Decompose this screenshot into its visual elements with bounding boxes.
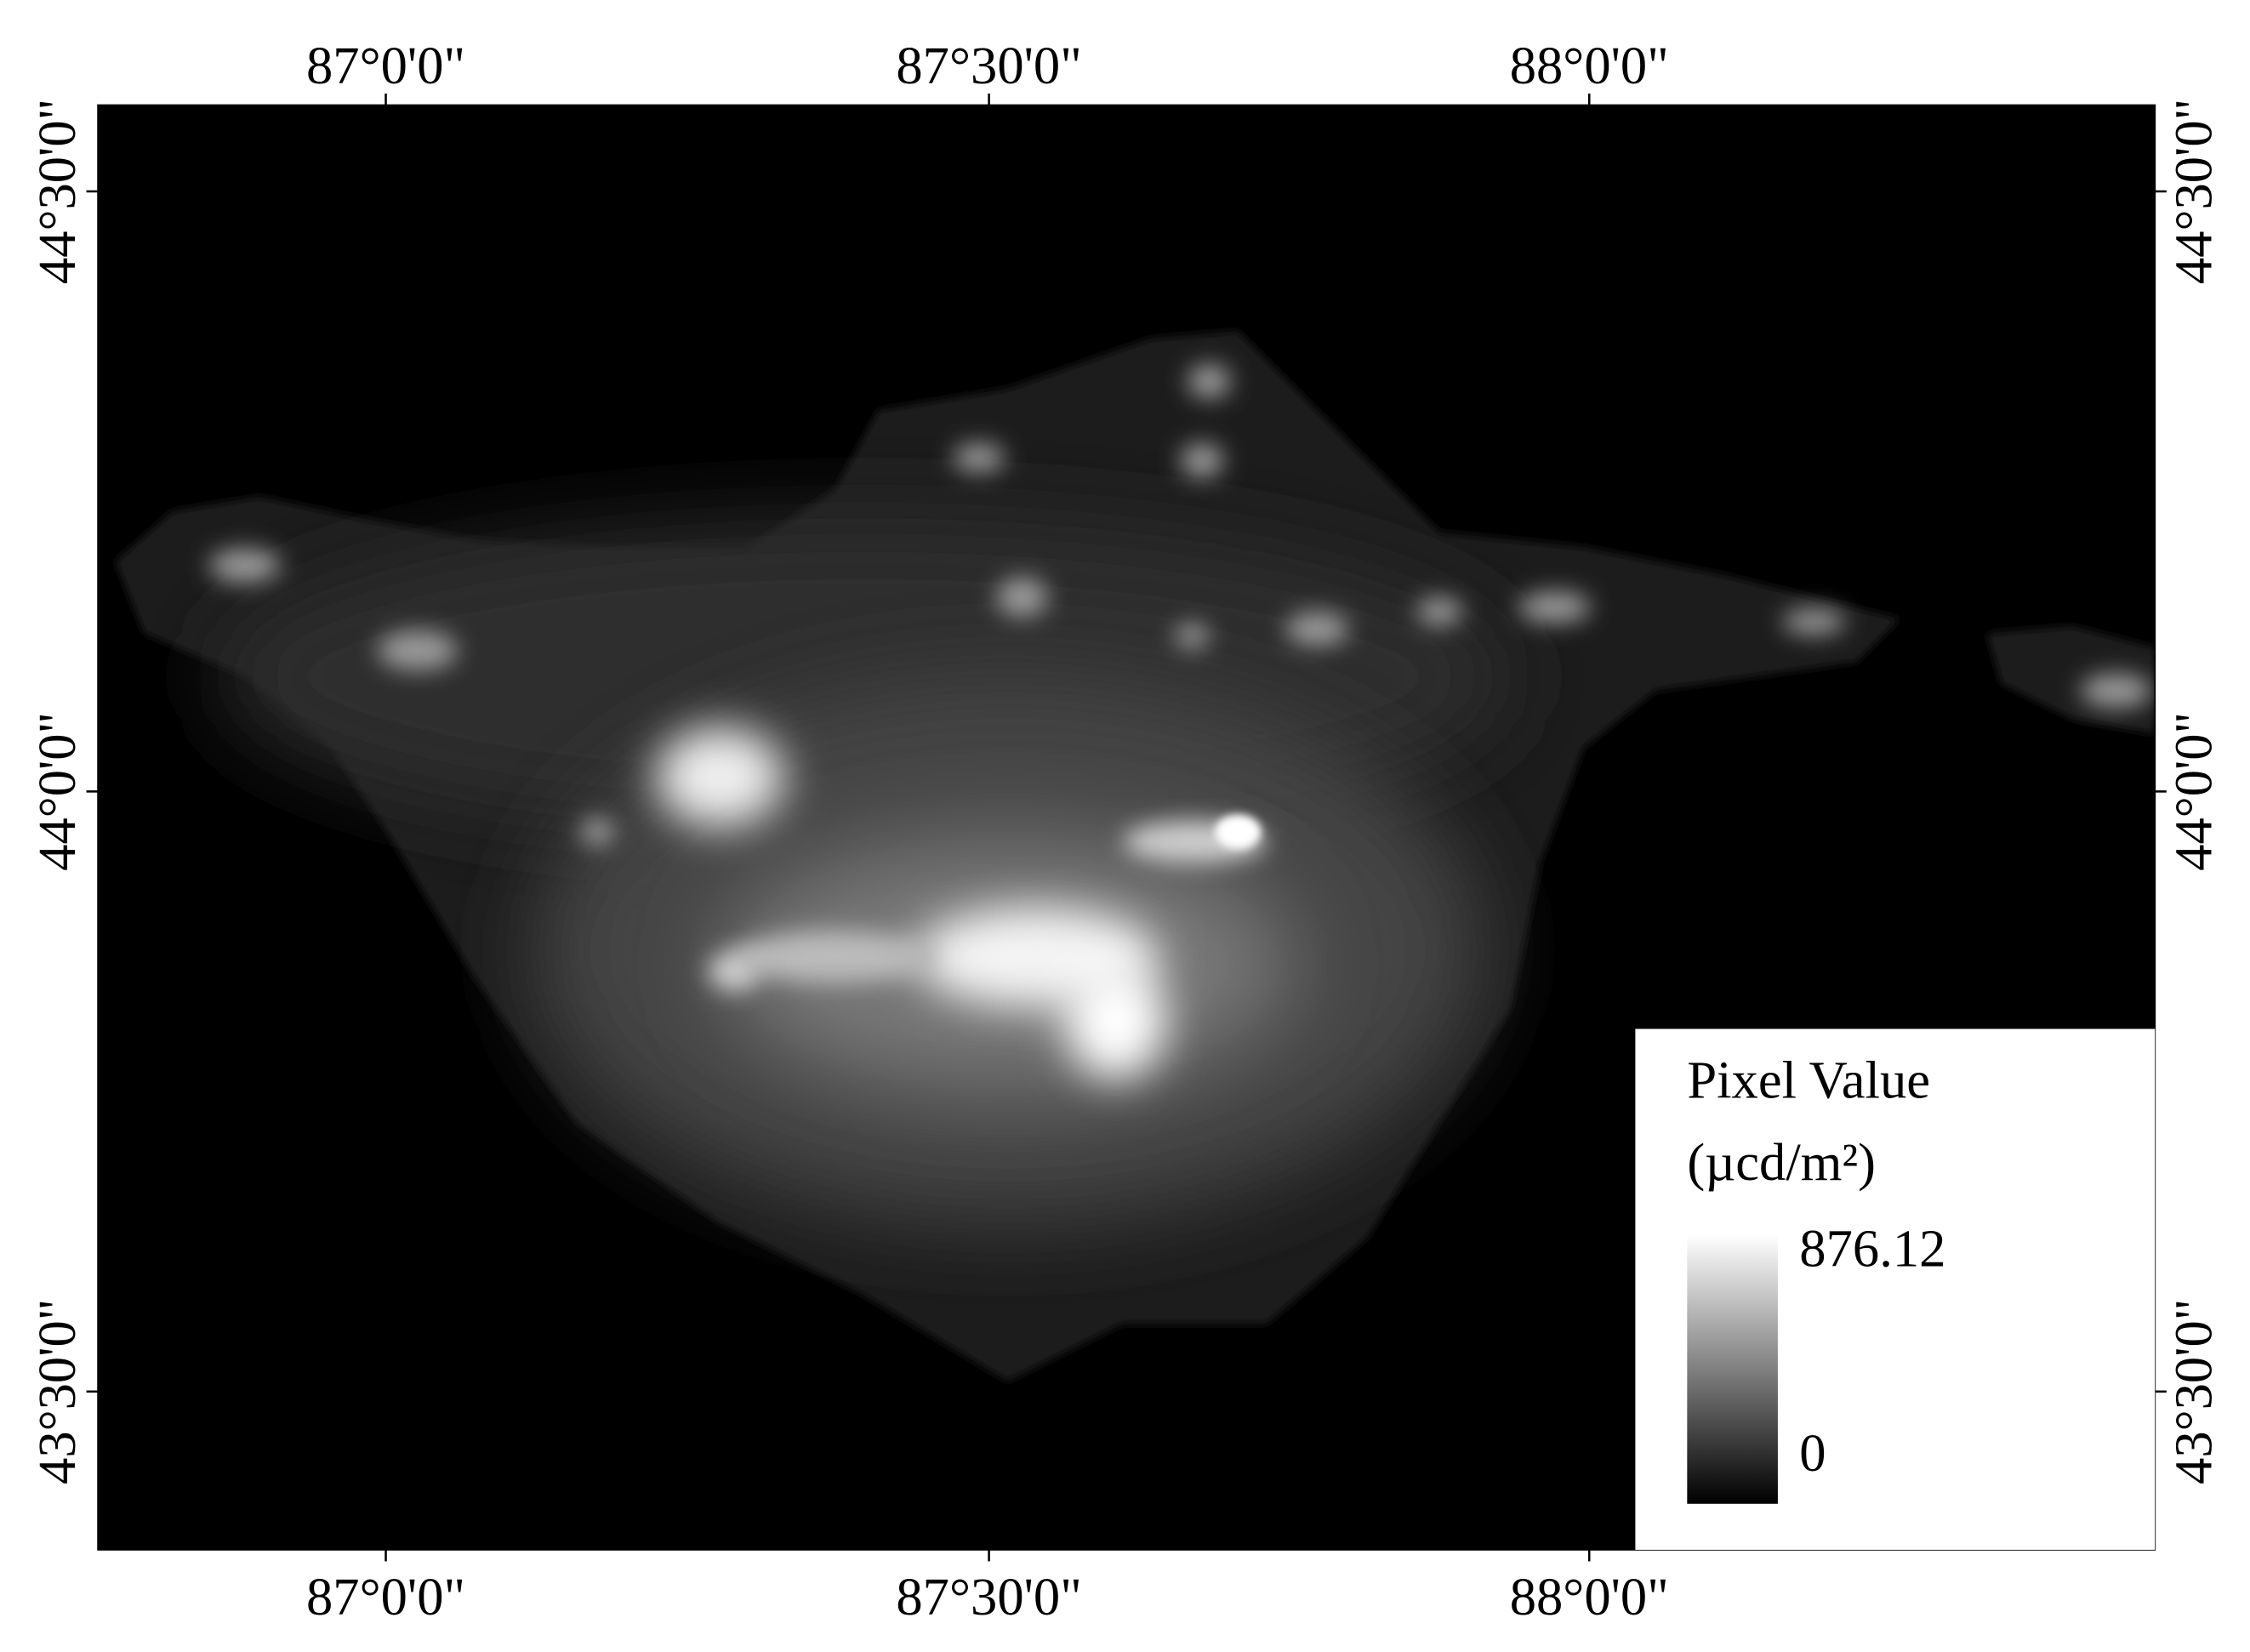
bright-spot bbox=[1065, 964, 1166, 1079]
map-frame bbox=[97, 104, 2156, 1551]
longitude-label: 88°0'0" bbox=[1510, 36, 1669, 95]
raster bbox=[115, 331, 2156, 1381]
legend: Pixel Value (µcd/m²) 876.12 0 bbox=[1635, 1028, 2156, 1550]
color-ramp bbox=[1687, 1234, 1778, 1504]
legend-max: 876.12 bbox=[1799, 1219, 1945, 1279]
legend-title: Pixel Value bbox=[1687, 1051, 1930, 1110]
bright-spot bbox=[734, 931, 936, 983]
longitude-label: 87°0'0" bbox=[306, 1567, 465, 1626]
bright-spot bbox=[654, 726, 785, 828]
longitude-label: 87°30'0" bbox=[896, 36, 1081, 95]
longitude-label: 87°30'0" bbox=[896, 1567, 1081, 1626]
latitude-label: 43°30'0" bbox=[2163, 1299, 2223, 1484]
latitude-label: 44°0'0" bbox=[27, 712, 87, 871]
legend-title: (µcd/m²) bbox=[1687, 1132, 1876, 1192]
longitude-label: 88°0'0" bbox=[1510, 1567, 1669, 1626]
bright-spot bbox=[708, 951, 760, 992]
bright-spot bbox=[1215, 814, 1262, 850]
latitude-label: 44°30'0" bbox=[2163, 99, 2223, 284]
latitude-label: 44°30'0" bbox=[27, 99, 87, 284]
graticule-ticks: 87°0'0" 87°0'0" 87°30'0" 87°30'0" 88°0'0" 88°… bbox=[27, 36, 2223, 1626]
legend-min: 0 bbox=[1799, 1423, 1826, 1483]
small-spots bbox=[208, 363, 2152, 846]
latitude-label: 44°0'0" bbox=[2163, 712, 2223, 871]
latitude-label: 43°30'0" bbox=[27, 1299, 87, 1484]
longitude-label: 87°0'0" bbox=[306, 36, 465, 95]
